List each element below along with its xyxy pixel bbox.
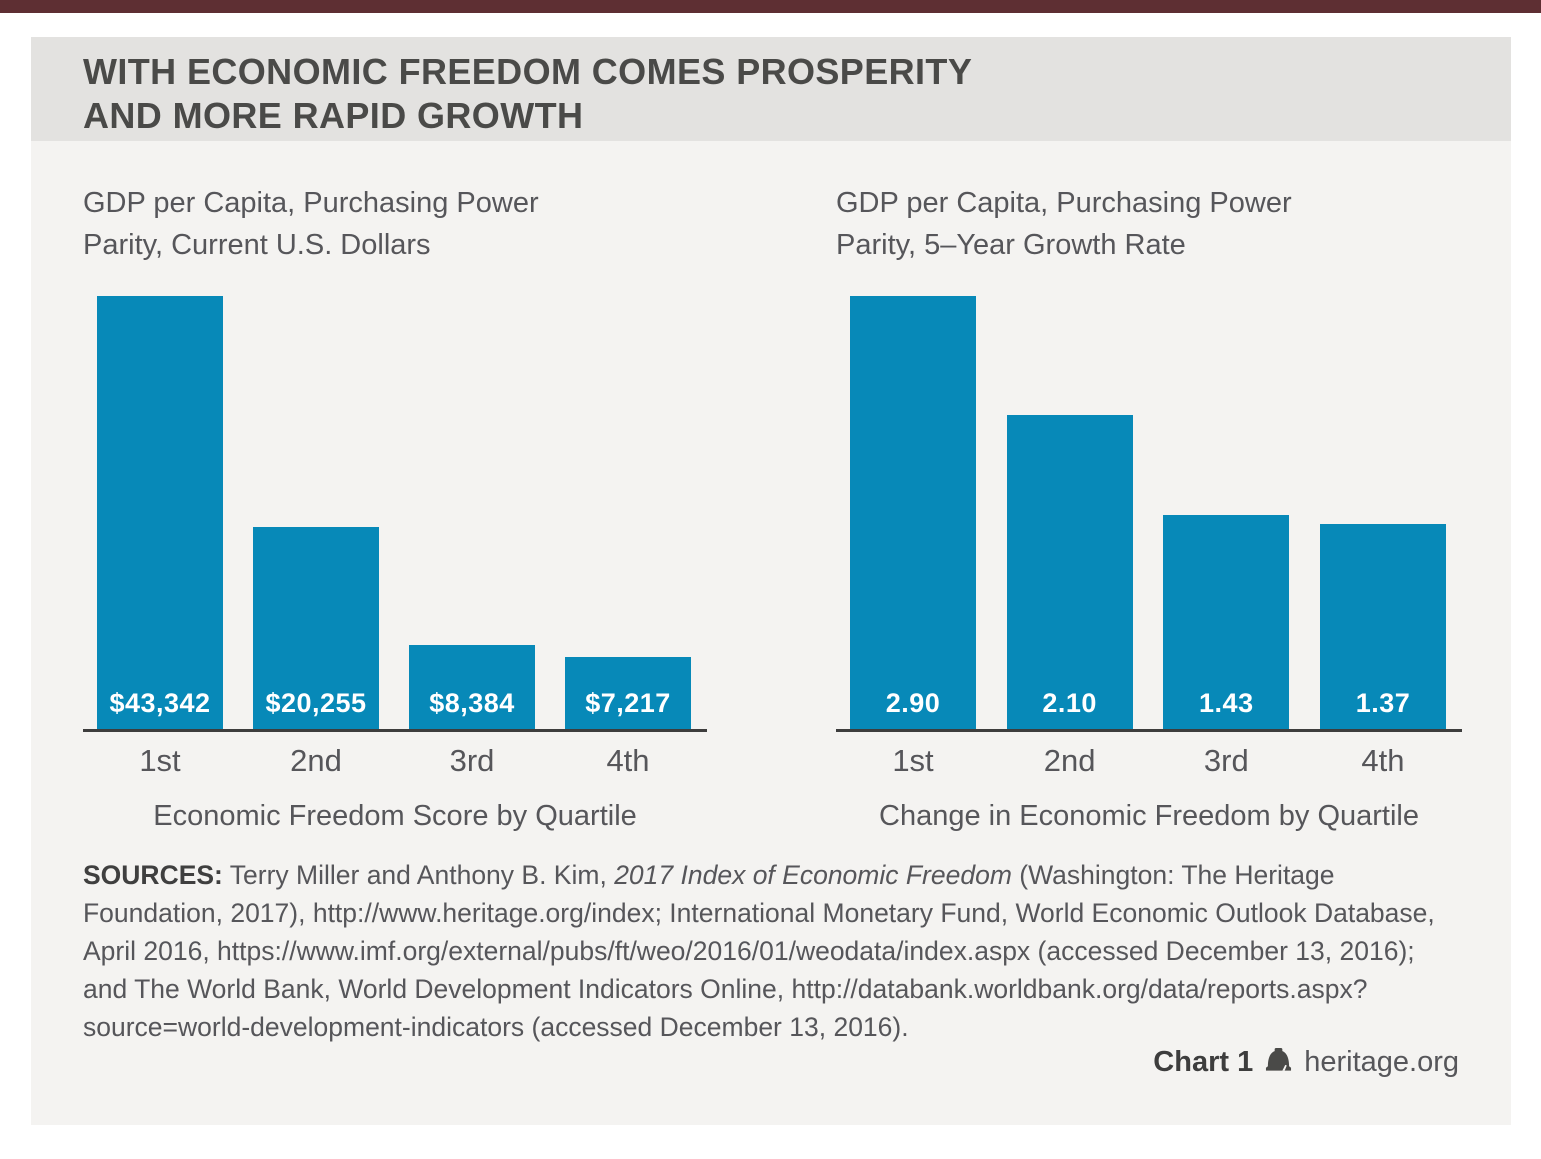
- bar: 2.10: [1006, 415, 1133, 729]
- site-label: heritage.org: [1304, 1046, 1459, 1078]
- subtitle-line-2: Parity, 5–Year Growth Rate: [836, 229, 1186, 261]
- chart-card: WITH ECONOMIC FREEDOM COMES PROSPERITY A…: [31, 37, 1511, 1125]
- bar-value-label: 2.10: [1042, 688, 1097, 718]
- category-label: 4th: [1361, 743, 1405, 778]
- bars: 2.90 2.10 1.43 1.37: [836, 296, 1462, 732]
- category-labels: 1st 2nd 3rd 4th: [83, 743, 707, 779]
- sources-text-rest: (Washington: The Heritage Foundation, 20…: [83, 860, 1435, 1042]
- category-label: 2nd: [290, 743, 342, 778]
- bar-value-label: $20,255: [265, 688, 367, 718]
- bars: $43,342 $20,255 $8,384 $7,217: [83, 296, 707, 732]
- title-band: WITH ECONOMIC FREEDOM COMES PROSPERITY A…: [31, 37, 1511, 141]
- bar: $43,342: [97, 296, 223, 729]
- sources-note: SOURCES: Terry Miller and Anthony B. Kim…: [83, 856, 1465, 1046]
- subtitle-line-1: GDP per Capita, Purchasing Power: [836, 187, 1292, 219]
- bar: $7,217: [565, 657, 691, 729]
- bar-value-label: 2.90: [885, 688, 941, 718]
- subtitle-line-2: Parity, Current U.S. Dollars: [83, 229, 431, 261]
- category-label: 2nd: [1043, 743, 1096, 778]
- category-label: 1st: [139, 743, 181, 778]
- chart-footer: Chart 1 heritage.org: [1153, 1046, 1459, 1079]
- bar-value-label: $43,342: [109, 688, 211, 718]
- chart-gdp-per-capita: GDP per Capita, Purchasing Power Parity,…: [83, 182, 707, 833]
- page-title: WITH ECONOMIC FREEDOM COMES PROSPERITY A…: [83, 50, 1459, 138]
- x-axis-caption: Change in Economic Freedom by Quartile: [879, 800, 1419, 832]
- bar: 1.43: [1163, 515, 1290, 729]
- bar: 2.90: [850, 296, 976, 729]
- chart-number-label: Chart 1: [1153, 1046, 1254, 1078]
- bar-value-label: 1.37: [1355, 688, 1411, 718]
- bar-value-label: $8,384: [429, 688, 515, 718]
- title-line-1: WITH ECONOMIC FREEDOM COMES PROSPERITY: [83, 51, 973, 92]
- bar: 1.37: [1319, 524, 1446, 729]
- chart-gdp-growth-rate: GDP per Capita, Purchasing Power Parity,…: [836, 182, 1462, 833]
- category-label: 3rd: [449, 743, 495, 778]
- x-axis-caption: Economic Freedom Score by Quartile: [153, 800, 637, 832]
- chart-subtitle: GDP per Capita, Purchasing Power Parity,…: [83, 182, 707, 266]
- bar: $20,255: [253, 527, 379, 729]
- title-line-2: AND MORE RAPID GROWTH: [83, 95, 584, 136]
- top-accent-bar: [0, 0, 1541, 13]
- bar-value-label: 1.43: [1199, 688, 1254, 718]
- bar-value-label: $7,217: [585, 688, 671, 718]
- sources-citation-title: 2017 Index of Economic Freedom: [614, 860, 1012, 890]
- bar: $8,384: [409, 645, 535, 729]
- liberty-bell-icon: [1263, 1047, 1294, 1079]
- category-labels: 1st 2nd 3rd 4th: [836, 743, 1462, 779]
- sources-text: Terry Miller and Anthony B. Kim,: [229, 860, 607, 890]
- chart-subtitle: GDP per Capita, Purchasing Power Parity,…: [836, 182, 1462, 266]
- category-label: 1st: [892, 743, 934, 778]
- category-label: 4th: [606, 743, 650, 778]
- category-label: 3rd: [1203, 743, 1249, 778]
- sources-label: SOURCES:: [83, 860, 223, 890]
- subtitle-line-1: GDP per Capita, Purchasing Power: [83, 187, 539, 219]
- chart-body: GDP per Capita, Purchasing Power Parity,…: [31, 141, 1511, 1125]
